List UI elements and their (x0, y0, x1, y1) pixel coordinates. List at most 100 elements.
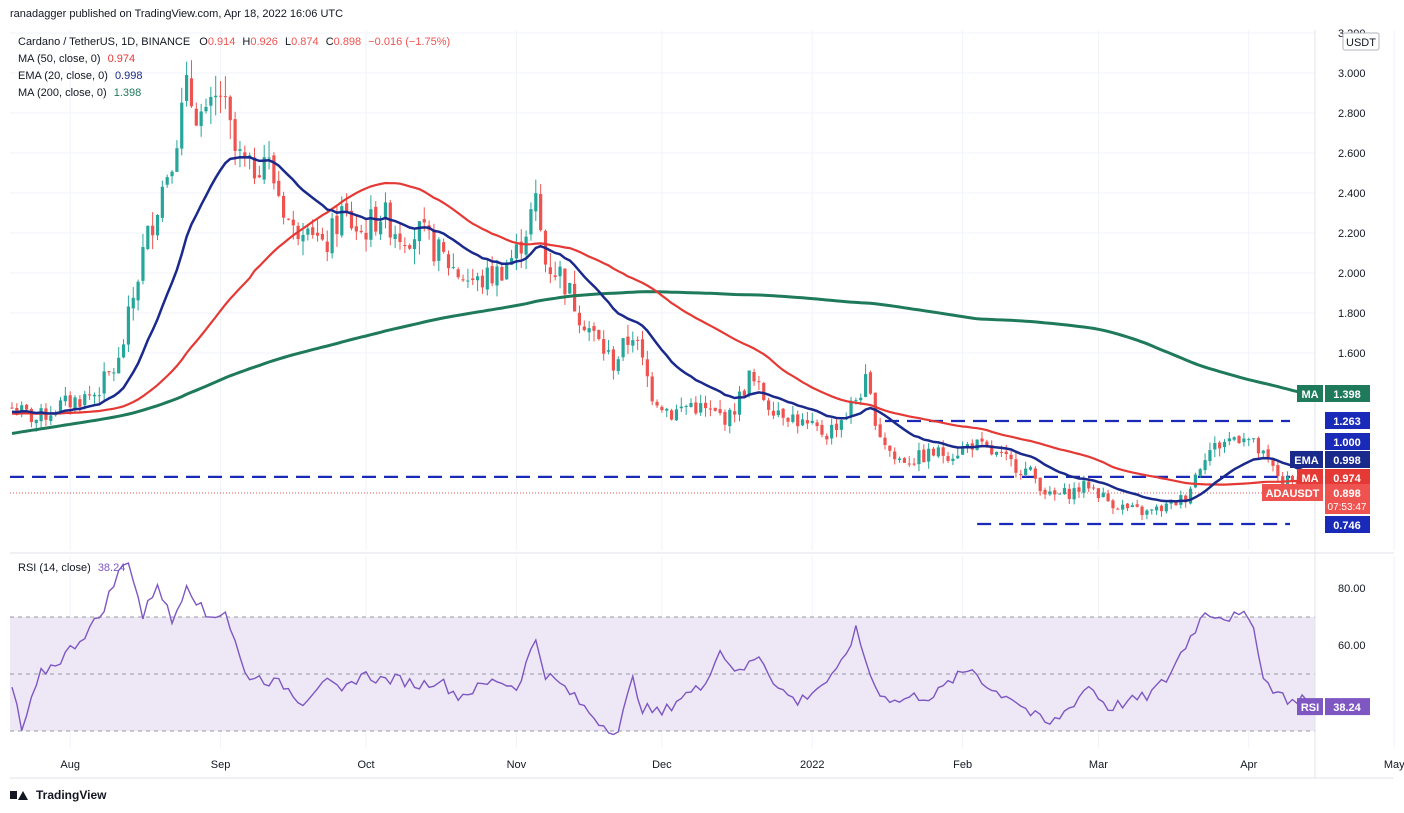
candle-body (243, 152, 247, 159)
candle-body (160, 186, 164, 218)
candle-body (1218, 442, 1222, 449)
price-badges: MA 1.398 1.263 1.000 EMA 0.998 MA 0.974 ADAUSDT 0… (1262, 385, 1370, 716)
candle-body (602, 339, 606, 354)
candle-body (437, 239, 441, 261)
ma50-legend[interactable]: MA (50, close, 0) 0.974 (18, 53, 135, 65)
candle-body (888, 445, 892, 451)
candle-body (825, 435, 829, 440)
candle-body (728, 409, 732, 427)
candle-body (1193, 474, 1197, 488)
candle-body (340, 206, 344, 236)
candle-body (1242, 438, 1246, 443)
candle-body (941, 447, 945, 456)
candle-body (495, 266, 499, 286)
candle-body (723, 412, 727, 425)
candle-body (165, 177, 169, 185)
candle-body (548, 267, 552, 274)
ma200-legend[interactable]: MA (200, close, 0) 1.398 (18, 87, 141, 99)
candle-body (1261, 450, 1265, 454)
candle-body (868, 372, 873, 394)
candle-body (897, 458, 902, 461)
candle-body (146, 225, 150, 249)
candle-body (650, 376, 654, 402)
candle-body (631, 340, 635, 346)
candle-body (141, 247, 145, 281)
candle-body (665, 408, 669, 411)
candle-body (611, 349, 615, 371)
symbol-name[interactable]: Cardano / TetherUS, 1D, BINANCE (18, 36, 191, 48)
rsi-legend[interactable]: RSI (14, close) 38.24 (18, 562, 125, 574)
currency-label: USDT (1346, 37, 1376, 49)
candle-body (524, 236, 528, 255)
candle-body (1213, 443, 1217, 450)
candle-body (325, 241, 329, 252)
candle-body (24, 404, 29, 410)
candle-body (107, 371, 111, 373)
candle-body (485, 267, 489, 290)
candle-body (286, 218, 291, 220)
ema20-legend[interactable]: EMA (20, close, 0) 0.998 (18, 70, 142, 82)
candle-body (170, 171, 174, 177)
candle-body (1155, 506, 1159, 511)
candle-body (699, 403, 703, 413)
footer-brand: TradingView (36, 788, 107, 802)
ma200-line (11, 290, 1312, 435)
publisher-line: ranadagger published on TradingView.com,… (10, 8, 344, 20)
candle-body (1024, 468, 1028, 476)
indicator-name-badge (1290, 451, 1323, 468)
candle-body (859, 397, 863, 401)
ma50-label: MA (50, close, 0) (18, 53, 101, 65)
candle-body (582, 326, 586, 331)
candle-body (1208, 450, 1212, 462)
candle-body (907, 463, 911, 465)
price-value-badge (1325, 469, 1370, 486)
candle-body (1184, 495, 1188, 503)
candle-body (126, 306, 130, 345)
indicator-name-badge (1297, 385, 1323, 402)
candle-body (466, 280, 470, 282)
price-tick-label: 2.200 (1338, 228, 1366, 240)
candle-body (1150, 509, 1154, 511)
candle-body (117, 357, 121, 374)
candle-body (931, 448, 936, 456)
tradingview-footer[interactable]: TradingView (10, 788, 106, 802)
candle-body (1058, 493, 1062, 495)
candle-body (223, 96, 227, 98)
candle-body (800, 419, 805, 426)
candle-body (936, 447, 940, 457)
candle-body (1188, 488, 1193, 504)
candle-body (335, 215, 339, 235)
candle-body (645, 359, 649, 377)
candle-body (29, 408, 33, 423)
candle-body (854, 400, 858, 402)
candle-body (990, 445, 994, 455)
candle-body (539, 194, 543, 231)
price-value-badge (1325, 412, 1370, 429)
candle-body (786, 418, 790, 422)
candle-body (689, 402, 693, 407)
candle-body (796, 414, 800, 427)
candle-body (820, 424, 824, 435)
ohlc-close: 0.898 (333, 36, 362, 48)
candle-body (311, 227, 315, 235)
candle-body (301, 234, 305, 242)
candle-body (1053, 490, 1057, 495)
candle-body (34, 419, 38, 424)
time-tick-label: 2022 (800, 759, 824, 771)
price-tick-label: 2.000 (1338, 268, 1366, 280)
candle-body (902, 458, 906, 463)
candle-body (1130, 505, 1134, 508)
candle-body (519, 241, 523, 254)
candle-body (272, 155, 276, 184)
candle-body (597, 329, 601, 340)
currency-badge (1342, 32, 1380, 51)
candle-body (131, 297, 135, 309)
candle-body (660, 406, 664, 411)
price-tick-label: 1.600 (1338, 348, 1366, 360)
candle-body (500, 266, 504, 281)
indicator-name-text: MA (1301, 389, 1318, 401)
candle-body (412, 239, 417, 250)
candle-body (330, 218, 334, 254)
candle-body (767, 400, 771, 410)
candle-body (1106, 493, 1110, 502)
